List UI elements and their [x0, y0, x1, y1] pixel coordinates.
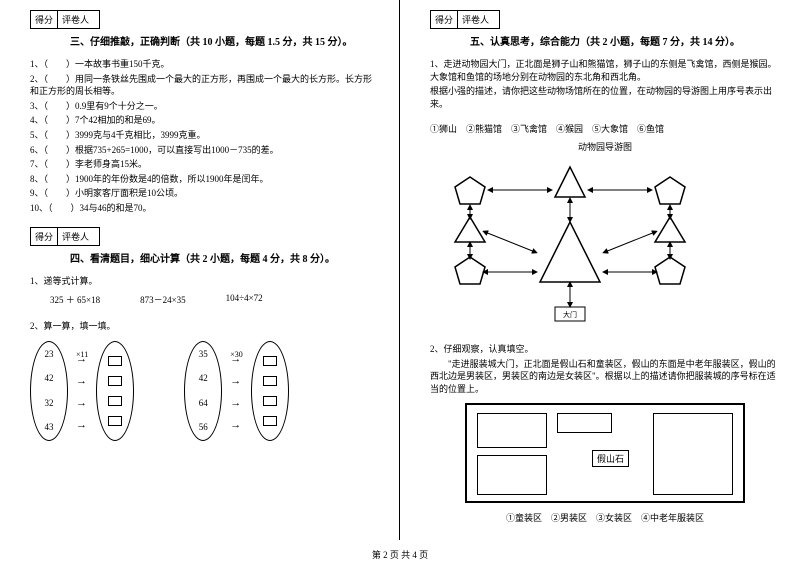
arrow-icon: → [76, 353, 88, 365]
oval-val: 23 [45, 349, 54, 359]
oval-left-1: 23 42 32 43 [30, 341, 68, 441]
oval-val: 32 [45, 398, 54, 408]
q3-9: 9、（ ）小明家客厅面积是10公顷。 [30, 187, 379, 200]
grader-label: 评卷人 [58, 228, 93, 245]
score-label: 得分 [431, 11, 458, 28]
rock-label: 假山石 [592, 450, 629, 467]
q3-7: 7、（ ）李老师身高15米。 [30, 158, 379, 171]
arrow-icon: → [230, 397, 243, 409]
map-zone [653, 413, 733, 495]
q3-10: 10、（ ）34与46的和是70。 [30, 202, 379, 215]
clothing-legend: ①童装区 ②男装区 ③女装区 ④中老年服装区 [430, 511, 780, 524]
grader-label: 评卷人 [58, 11, 93, 28]
left-column: 得分 评卷人 三、仔细推敲，正确判断（共 10 小题，每题 1.5 分，共 15… [0, 0, 400, 540]
oval-diagrams: 23 42 32 43 ×11 → → → → [30, 341, 379, 441]
answer-box [263, 376, 277, 386]
page-footer: 第 2 页 共 4 页 [0, 548, 800, 561]
oval-right-1 [96, 341, 134, 441]
oval-right-2 [251, 341, 289, 441]
calc-2: 873－24×35 [140, 293, 186, 306]
arrow-icon: → [230, 375, 243, 387]
oval-val: 64 [199, 398, 208, 408]
section-4-title: 四、看清题目，细心计算（共 2 小题，每题 4 分，共 8 分）。 [70, 250, 379, 265]
q3-6: 6、（ ）根据735+265=1000，可以直接写出1000－735的差。 [30, 144, 379, 157]
map-zone [477, 413, 547, 448]
calc-label: 1、递等式计算。 [30, 275, 379, 288]
zoo-diagram: 大门 [430, 162, 710, 332]
score-box-4: 得分 评卷人 [30, 227, 100, 246]
oval-val: 56 [199, 422, 208, 432]
answer-box [108, 356, 122, 366]
q5-2a: 2、仔细观察，认真填空。 [430, 343, 780, 356]
q5-1a: 1、走进动物园大门，正北面是狮子山和熊猫馆，狮子山的东侧是飞禽馆，西侧是猴园。大… [430, 58, 780, 83]
arrow-icon: → [230, 419, 243, 431]
score-label: 得分 [31, 228, 58, 245]
q3-5: 5、（ ）3999克与4千克相比，3999克重。 [30, 129, 379, 142]
gate-label: 大门 [563, 310, 577, 319]
calc-1: 325 ＋ 65×18 [50, 293, 100, 306]
grader-label: 评卷人 [458, 11, 493, 28]
map-zone [557, 413, 612, 433]
arrow-icon: → [230, 353, 243, 365]
oval-left-2: 35 42 64 56 [184, 341, 222, 441]
oval-val: 35 [199, 349, 208, 359]
zoo-caption: 动物园导游图 [430, 141, 780, 154]
zoo-legend: ①狮山 ②熊猫馆 ③飞禽馆 ④猴园 ⑤大象馆 ⑥鱼馆 [430, 122, 780, 135]
score-box-3: 得分 评卷人 [30, 10, 100, 29]
oval-group-1: 23 42 32 43 ×11 → → → → [30, 341, 134, 441]
calc-row: 325 ＋ 65×18 873－24×35 104÷4×72 [50, 293, 379, 306]
q3-8: 8、（ ）1900年的年份数是4的倍数，所以1900年是闰年。 [30, 173, 379, 186]
q5-2b: "走进服装城大门，正北面是假山石和童装区，假山的东面是中老年服装区，假山的西北边… [430, 358, 780, 396]
fill-label: 2、算一算，填一填。 [30, 320, 379, 333]
answer-box [108, 376, 122, 386]
arrow-icon: → [76, 419, 88, 431]
right-column: 得分 评卷人 五、认真思考，综合能力（共 2 小题，每题 7 分，共 14 分）… [400, 0, 800, 540]
map-zone [477, 455, 547, 495]
score-box-5: 得分 评卷人 [430, 10, 500, 29]
answer-box [263, 396, 277, 406]
score-label: 得分 [31, 11, 58, 28]
oval-val: 42 [199, 373, 208, 383]
arrow-col: ×11 → → → → [76, 350, 88, 431]
section-5-title: 五、认真思考，综合能力（共 2 小题，每题 7 分，共 14 分）。 [470, 33, 780, 48]
answer-box [263, 356, 277, 366]
arrow-icon: → [76, 397, 88, 409]
clothing-map: 假山石 [465, 403, 745, 503]
q3-4: 4、（ ）7个42相加的和是69。 [30, 114, 379, 127]
section-3-title: 三、仔细推敲，正确判断（共 10 小题，每题 1.5 分，共 15 分）。 [70, 33, 379, 48]
answer-box [108, 396, 122, 406]
arrow-icon: → [76, 375, 88, 387]
q3-2: 2、（ ）用同一条铁丝先围成一个最大的正方形，再围成一个最大的长方形。长方形和正… [30, 73, 379, 98]
oval-group-2: 35 42 64 56 ×30 → → → → [184, 341, 289, 441]
answer-box [263, 416, 277, 426]
q3-3: 3、（ ）0.9里有9个十分之一。 [30, 100, 379, 113]
q3-1: 1、（ ）一本故事书重150千克。 [30, 58, 379, 71]
q5-1b: 根据小强的描述，请你把这些动物场馆所在的位置，在动物园的导游图上用序号表示出来。 [430, 85, 780, 110]
oval-val: 42 [45, 373, 54, 383]
answer-box [108, 416, 122, 426]
oval-val: 43 [45, 422, 54, 432]
arrow-col: ×30 → → → → [230, 350, 243, 431]
calc-3: 104÷4×72 [226, 293, 263, 306]
